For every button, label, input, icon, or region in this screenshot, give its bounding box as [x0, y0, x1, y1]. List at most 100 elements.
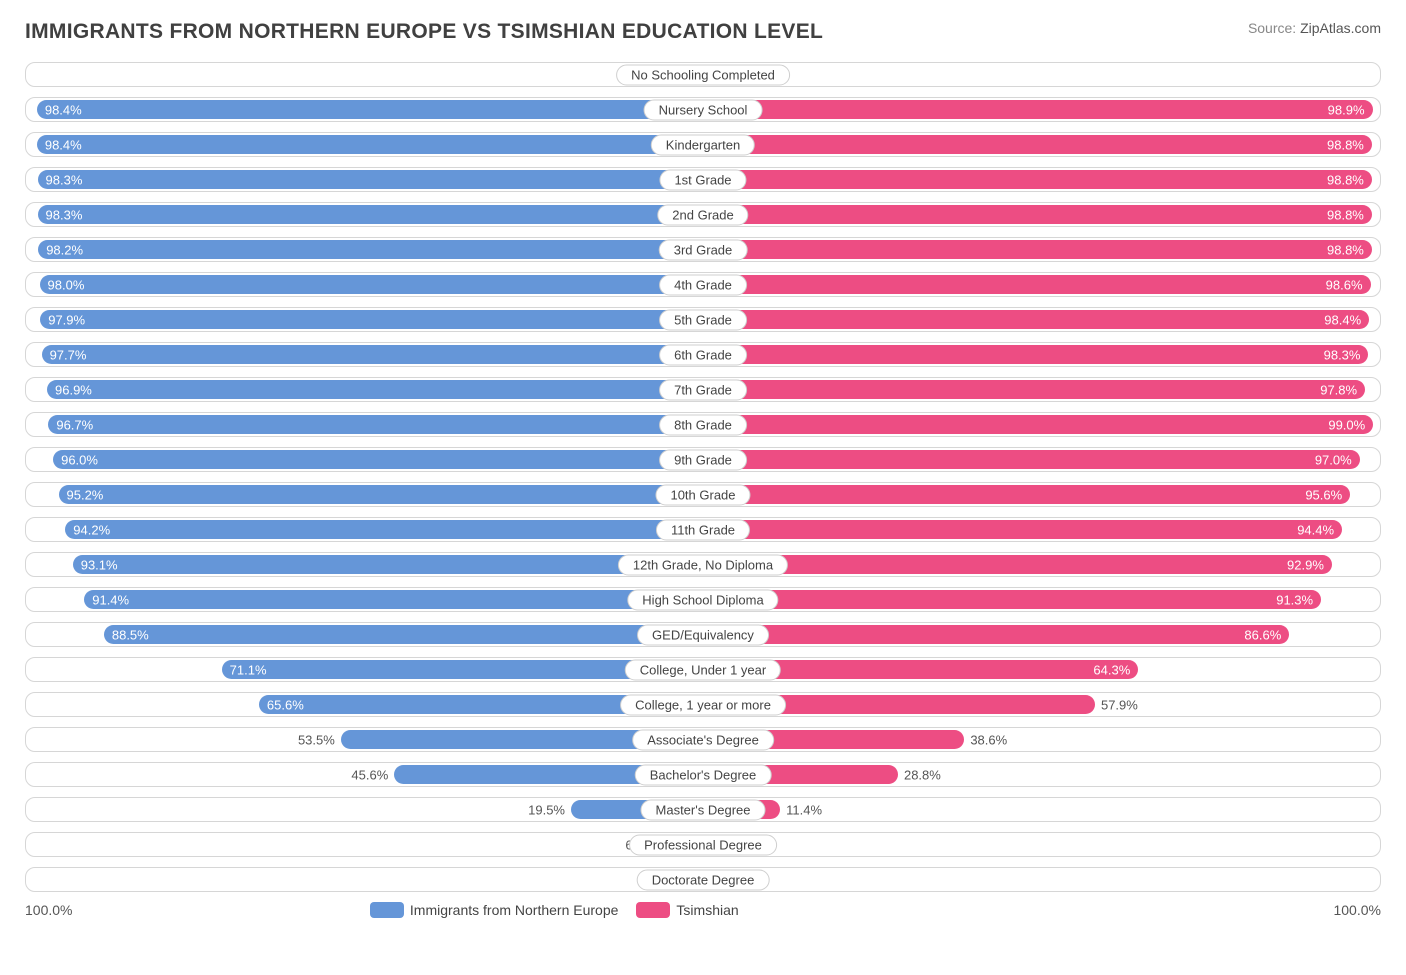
- chart-row: 6.2%3.2%Professional Degree: [25, 832, 1381, 857]
- category-label: Kindergarten: [651, 134, 755, 155]
- chart-row: 96.9%97.8%7th Grade: [25, 377, 1381, 402]
- category-label: 12th Grade, No Diploma: [618, 554, 788, 575]
- bar-right: 98.6%: [703, 275, 1371, 294]
- source-name: ZipAtlas.com: [1300, 20, 1381, 36]
- category-label: High School Diploma: [627, 589, 778, 610]
- pct-right: 94.4%: [1297, 522, 1334, 537]
- category-label: Associate's Degree: [632, 729, 774, 750]
- chart-row: 98.3%98.8%2nd Grade: [25, 202, 1381, 227]
- chart-title: IMMIGRANTS FROM NORTHERN EUROPE VS TSIMS…: [25, 20, 823, 44]
- bar-left: 97.7%: [42, 345, 703, 364]
- pct-right: 97.8%: [1320, 382, 1357, 397]
- bar-right: 94.4%: [703, 520, 1342, 539]
- bar-left: 98.4%: [37, 135, 703, 154]
- pct-left: 98.2%: [46, 242, 83, 257]
- bar-left: 98.2%: [38, 240, 703, 259]
- pct-right: 99.0%: [1328, 417, 1365, 432]
- pct-left: 71.1%: [230, 662, 267, 677]
- bar-right: 92.9%: [703, 555, 1332, 574]
- pct-left: 45.6%: [351, 767, 388, 782]
- legend-label-right: Tsimshian: [676, 902, 738, 918]
- pct-right: 86.6%: [1244, 627, 1281, 642]
- category-label: 9th Grade: [659, 449, 747, 470]
- category-label: 5th Grade: [659, 309, 747, 330]
- pct-right: 98.8%: [1327, 172, 1364, 187]
- pct-left: 98.3%: [46, 172, 83, 187]
- pct-left: 96.7%: [56, 417, 93, 432]
- bar-left: 91.4%: [84, 590, 703, 609]
- bar-right: 86.6%: [703, 625, 1289, 644]
- chart-row: 98.4%98.8%Kindergarten: [25, 132, 1381, 157]
- chart-source: Source: ZipAtlas.com: [1248, 20, 1381, 36]
- bar-left: 96.0%: [53, 450, 703, 469]
- pct-left: 96.0%: [61, 452, 98, 467]
- pct-right: 38.6%: [970, 732, 1007, 747]
- chart-row: 93.1% 92.9%12th Grade, No Diploma: [25, 552, 1381, 577]
- category-label: 8th Grade: [659, 414, 747, 435]
- bar-left: 96.7%: [48, 415, 703, 434]
- pct-right: 98.3%: [1324, 347, 1361, 362]
- pct-right: 64.3%: [1093, 662, 1130, 677]
- pct-left: 97.7%: [50, 347, 87, 362]
- chart-row: 95.2% 95.6% 10th Grade: [25, 482, 1381, 507]
- bar-right: 98.9%: [703, 100, 1373, 119]
- pct-left: 97.9%: [48, 312, 85, 327]
- pct-right: 95.6%: [1305, 487, 1342, 502]
- pct-left: 65.6%: [267, 697, 304, 712]
- pct-left: 98.0%: [48, 277, 85, 292]
- legend-item-left: Immigrants from Northern Europe: [370, 902, 619, 918]
- pct-right: 57.9%: [1101, 697, 1138, 712]
- pct-right: 11.4%: [786, 802, 822, 817]
- pct-left: 53.5%: [298, 732, 335, 747]
- chart-row: 1.7%1.7%No Schooling Completed: [25, 62, 1381, 87]
- bar-right: 97.8%: [703, 380, 1365, 399]
- category-label: Master's Degree: [641, 799, 766, 820]
- category-label: 10th Grade: [655, 484, 750, 505]
- category-label: 3rd Grade: [659, 239, 748, 260]
- chart-row: 53.5% 38.6% Associate's Degree: [25, 727, 1381, 752]
- category-label: 1st Grade: [659, 169, 746, 190]
- category-label: No Schooling Completed: [616, 64, 790, 85]
- bar-right: 98.8%: [703, 240, 1372, 259]
- pct-left: 91.4%: [92, 592, 129, 607]
- pct-right: 98.9%: [1328, 102, 1365, 117]
- source-label: Source:: [1248, 20, 1296, 36]
- legend-label-left: Immigrants from Northern Europe: [410, 902, 619, 918]
- chart-row: 98.4%98.9%Nursery School: [25, 97, 1381, 122]
- bar-right: 98.8%: [703, 205, 1372, 224]
- chart-row: 96.0% 97.0% 9th Grade: [25, 447, 1381, 472]
- bar-left: 88.5%: [104, 625, 703, 644]
- bar-left: 96.9%: [47, 380, 703, 399]
- category-label: GED/Equivalency: [637, 624, 769, 645]
- chart-row: 65.6%57.9%College, 1 year or more: [25, 692, 1381, 717]
- chart-row: 91.4%91.3%High School Diploma: [25, 587, 1381, 612]
- pct-left: 98.4%: [45, 102, 82, 117]
- bar-right: 95.6%: [703, 485, 1350, 504]
- bar-left: 98.4%: [37, 100, 703, 119]
- pct-left: 98.4%: [45, 137, 82, 152]
- pct-left: 19.5%: [528, 802, 565, 817]
- category-label: College, Under 1 year: [625, 659, 781, 680]
- chart-row: 45.6% 28.8% Bachelor's Degree: [25, 762, 1381, 787]
- chart-row: 19.5% 11.4% Master's Degree: [25, 797, 1381, 822]
- bar-left: 98.0%: [40, 275, 703, 294]
- pct-left: 93.1%: [81, 557, 118, 572]
- bar-left: 95.2%: [59, 485, 704, 504]
- pct-right: 28.8%: [904, 767, 941, 782]
- category-label: Bachelor's Degree: [635, 764, 772, 785]
- bar-left: 93.1%: [73, 555, 703, 574]
- bar-left: 97.9%: [40, 310, 703, 329]
- legend-item-right: Tsimshian: [636, 902, 738, 918]
- chart-row: 97.7%98.3%6th Grade: [25, 342, 1381, 367]
- pct-right: 98.8%: [1327, 242, 1364, 257]
- bar-right: 97.0%: [703, 450, 1360, 469]
- pct-left: 96.9%: [55, 382, 92, 397]
- chart-row: 98.3% 98.8% 1st Grade: [25, 167, 1381, 192]
- legend-swatch-right: [636, 902, 670, 918]
- divergent-bar-chart: 1.7%1.7%No Schooling Completed 98.4% 98.9%…: [25, 62, 1381, 892]
- chart-row: 97.9% 98.4% 5th Grade: [25, 307, 1381, 332]
- pct-right: 97.0%: [1315, 452, 1352, 467]
- bar-right: 98.3%: [703, 345, 1368, 364]
- category-label: 4th Grade: [659, 274, 747, 295]
- pct-right: 98.4%: [1324, 312, 1361, 327]
